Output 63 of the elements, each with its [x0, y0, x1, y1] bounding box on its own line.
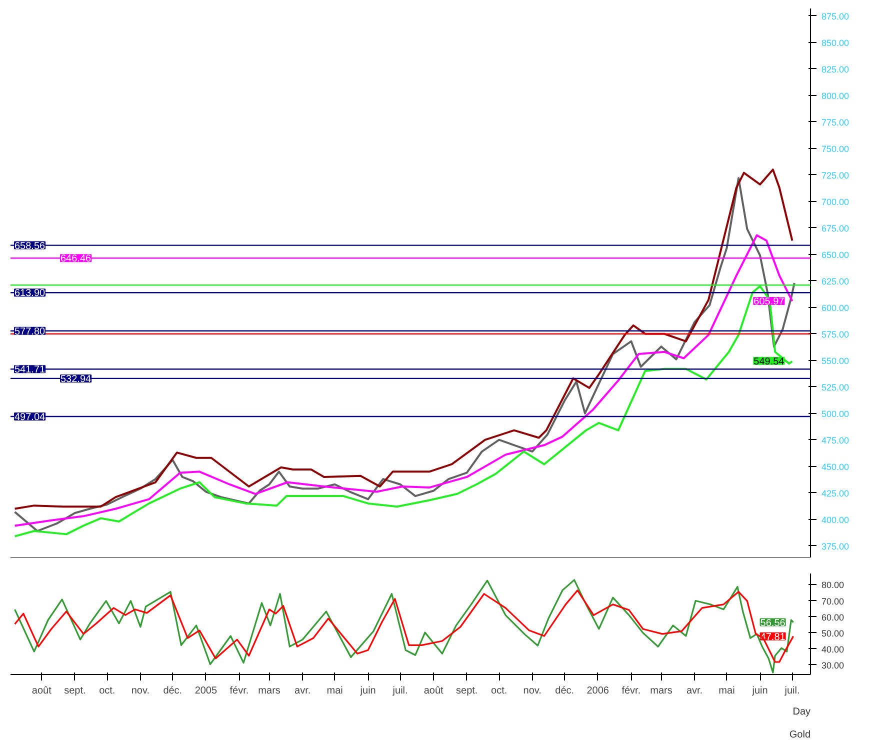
ref-line-label: 541.71: [14, 364, 46, 376]
y-tick-label: 850.00: [822, 38, 850, 48]
ref-line-label: 613.90: [14, 288, 46, 300]
y-tick-label: 80.00: [822, 580, 844, 590]
y-tick-label: 70.00: [822, 596, 844, 606]
y-tick-label: 800.00: [822, 90, 850, 101]
y-tick-label: 700.00: [822, 196, 850, 207]
x-tick-label: avr.: [686, 686, 703, 696]
annotation: 56.56: [760, 618, 786, 629]
ref-line-label: 532.94: [60, 374, 92, 385]
y-tick-label: 525.00: [822, 382, 850, 392]
y-tick-label: 500.00: [822, 408, 850, 419]
annotation: 605.97: [754, 296, 785, 308]
y-tick-label: 575.00: [822, 329, 850, 340]
ref-line-label: 497.04: [14, 412, 46, 423]
x-tick-label: août: [424, 686, 444, 696]
x-tick-label: juil.: [784, 686, 800, 696]
y-tick-label: 750.00: [822, 144, 850, 154]
x-tick-label: déc.: [163, 686, 182, 696]
y-tick-label: 60.00: [822, 612, 844, 622]
y-tick-label: 450.00: [822, 462, 850, 472]
x-tick-label: nov.: [523, 686, 542, 696]
y-tick-label: 475.00: [822, 435, 850, 446]
y-tick-label: 650.00: [822, 250, 850, 260]
y-tick-label: 400.00: [822, 514, 850, 525]
y-tick-label: 825.00: [822, 64, 850, 74]
y-tick-label: 625.00: [822, 276, 850, 286]
y-tick-label: 775.00: [822, 117, 850, 128]
x-tick-label: juin: [751, 686, 768, 696]
x-tick-label: 2006: [586, 686, 610, 696]
annotation: 549.54: [754, 356, 785, 368]
y-tick-label: 50.00: [822, 628, 844, 638]
y-tick-label: 875.00: [822, 11, 850, 22]
x-tick-label: avr.: [294, 686, 311, 696]
ref-line-label: 658.56: [14, 240, 46, 252]
x-tick-label: oct.: [491, 686, 508, 696]
x-tick-label: juil.: [392, 686, 408, 696]
y-tick-label: 425.00: [822, 488, 850, 498]
x-tick-label: mai: [718, 686, 735, 696]
x-tick-label: oct.: [99, 686, 116, 696]
ref-line-label: 646.46: [60, 254, 92, 265]
x-tick-label: févr.: [230, 686, 249, 696]
y-tick-label: 375.00: [822, 541, 850, 552]
text: Gold: [789, 730, 810, 740]
x-tick-label: sept.: [456, 686, 478, 696]
y-tick-label: 675.00: [822, 223, 850, 234]
y-tick-label: 40.00: [822, 644, 844, 654]
x-tick-label: 2005: [194, 686, 218, 696]
x-tick-label: mars: [258, 686, 280, 696]
text: Day: [792, 706, 811, 718]
ref-line-label: 577.80: [14, 326, 46, 338]
y-tick-label: 30.00: [822, 660, 844, 670]
x-tick-label: mars: [650, 686, 672, 696]
x-tick-label: juin: [359, 686, 376, 696]
x-tick-label: mai: [326, 686, 343, 696]
x-tick-label: déc.: [555, 686, 574, 696]
x-tick-label: févr.: [622, 686, 641, 696]
y-tick-label: 600.00: [822, 302, 850, 313]
y-tick-label: 550.00: [822, 356, 850, 366]
x-tick-label: nov.: [131, 686, 150, 696]
x-tick-label: sept.: [64, 686, 86, 696]
x-tick-label: août: [32, 686, 52, 696]
y-tick-label: 725.00: [822, 170, 850, 180]
